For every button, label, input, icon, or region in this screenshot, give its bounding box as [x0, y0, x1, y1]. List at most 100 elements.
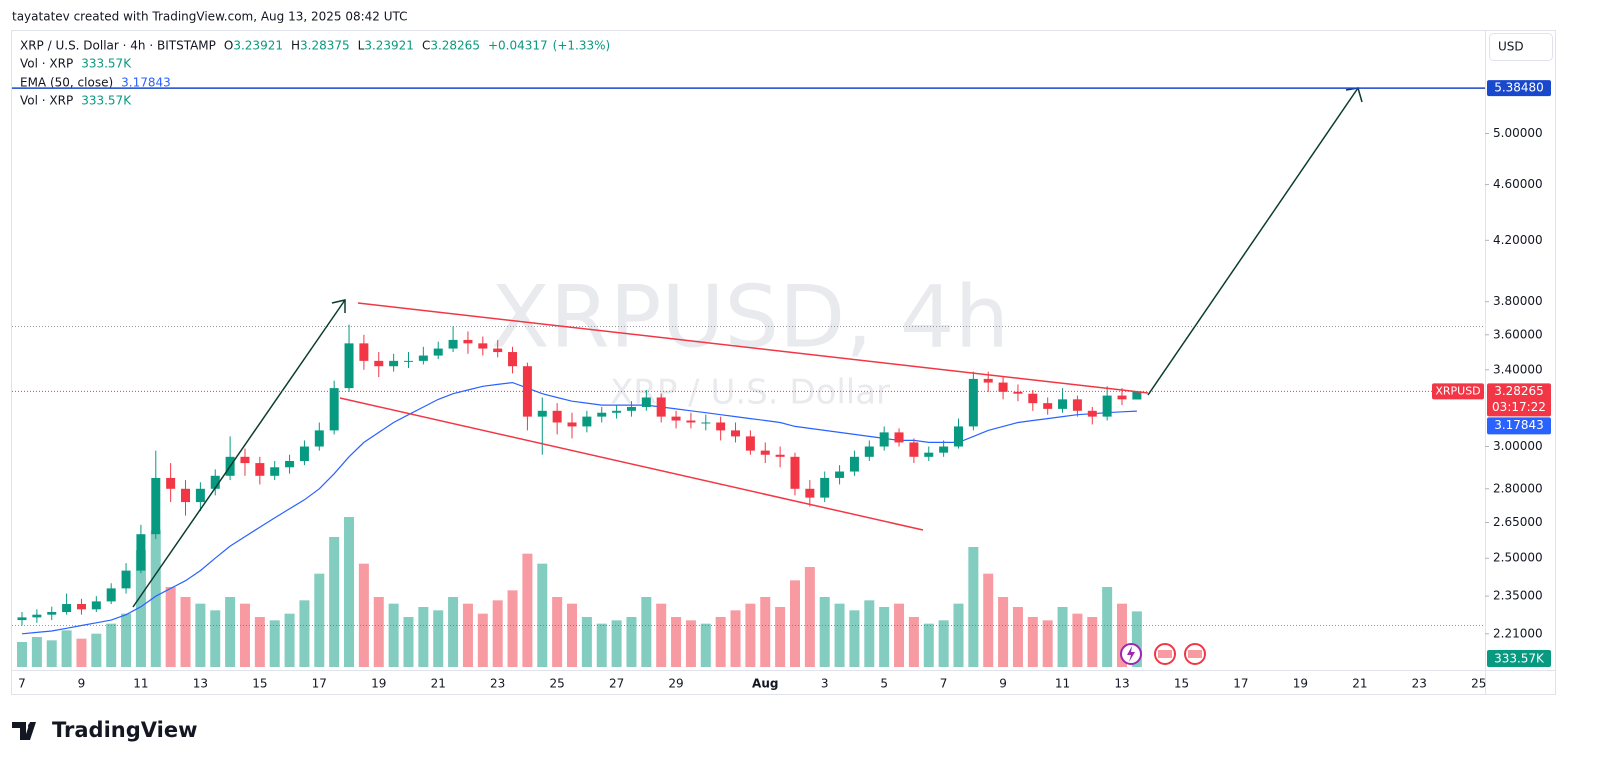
candle-body	[17, 617, 27, 621]
volume-bar	[225, 597, 236, 667]
candle-body	[909, 442, 919, 457]
candle-body	[745, 436, 755, 451]
x-tick-label: 23	[1412, 677, 1427, 691]
volume-bar	[1042, 620, 1053, 667]
volume-bar	[135, 550, 146, 667]
candle-body	[849, 456, 859, 472]
volume-bar	[284, 613, 295, 667]
volume-bar	[700, 623, 711, 667]
legend-ema-name: EMA (50, close)	[20, 76, 113, 90]
x-tick-label: 11	[1055, 677, 1070, 691]
channel-upper	[357, 302, 1149, 394]
price-tag-label: 3.28265	[1494, 384, 1544, 398]
candle-body	[121, 570, 131, 589]
volume-bar	[923, 623, 934, 667]
candle-body	[314, 430, 324, 447]
x-tick-label: 9	[999, 677, 1007, 691]
volume-bar	[76, 638, 87, 667]
volume-bar	[581, 617, 592, 667]
x-tick-label: 27	[609, 677, 624, 691]
candle-body	[775, 454, 785, 457]
candle-body	[998, 382, 1008, 392]
events	[1120, 643, 1206, 665]
volume-tag	[1487, 650, 1551, 667]
x-tick-label: 7	[940, 677, 948, 691]
currency-button[interactable]	[1489, 33, 1553, 61]
x-tick-label: 21	[431, 677, 446, 691]
volume-bar	[299, 600, 310, 667]
candle-body	[508, 352, 518, 367]
volume-bar	[983, 573, 994, 667]
y-tick-label: 2.65000	[1493, 515, 1543, 529]
candle-body	[953, 426, 963, 447]
y-tick-label: 5.00000	[1493, 126, 1543, 140]
candle-body	[567, 422, 577, 427]
volume-bar	[239, 603, 250, 667]
attribution: tayatatev created with TradingView.com, …	[12, 10, 408, 24]
brand-logo-dot	[28, 723, 34, 729]
candle-body	[790, 456, 800, 489]
x-tick-label: 17	[1233, 677, 1248, 691]
volume-bar	[150, 530, 161, 667]
candle-body	[344, 343, 354, 389]
y-tick-label: 2.35000	[1493, 589, 1543, 603]
legend-vol-value: 333.57K	[81, 94, 132, 108]
candle-body	[805, 488, 815, 498]
candle-body	[1028, 393, 1038, 404]
candle-body	[983, 378, 993, 383]
candle-body	[62, 604, 72, 613]
candle-body	[864, 446, 874, 457]
candle-body	[716, 422, 726, 431]
arrow-head	[331, 299, 346, 313]
plot	[17, 324, 1142, 667]
volume-bar	[656, 603, 667, 667]
volume-bar	[641, 597, 652, 667]
brand-name: TradingView	[52, 718, 197, 742]
volume-bar	[775, 607, 786, 667]
candle-body	[701, 422, 711, 424]
volume-bar	[789, 580, 800, 667]
candle-body	[478, 343, 488, 349]
event-flag	[1188, 650, 1202, 658]
volume-bar	[819, 597, 830, 667]
volume-bar	[730, 610, 741, 667]
candle-body	[1013, 391, 1023, 394]
candle-body	[374, 360, 384, 367]
volume-bar	[804, 567, 815, 667]
legend-change-pct: (+1.33%)	[553, 39, 611, 53]
x-tick-label: 19	[1293, 677, 1308, 691]
candle-body	[151, 477, 161, 535]
volume-bar	[477, 613, 488, 667]
volume-bar	[195, 603, 206, 667]
volume-bar	[968, 547, 979, 667]
candle-body	[389, 360, 399, 367]
volume-tag-label: 333.57K	[1494, 652, 1545, 666]
candle-body	[210, 475, 220, 489]
candle-body	[537, 410, 547, 417]
candle-body	[1102, 395, 1112, 417]
projection-arrow	[1147, 87, 1359, 396]
candle-body	[91, 601, 101, 610]
candle-body	[820, 477, 830, 498]
legend-ohlc-letter: L	[358, 39, 365, 53]
watermark-subtitle: XRP / U.S. Dollar	[610, 373, 890, 413]
volume-bar	[998, 597, 1009, 667]
candle-body	[240, 456, 250, 464]
volume-bar	[908, 617, 919, 667]
candle-body	[879, 432, 889, 447]
ema-tag	[1487, 417, 1551, 435]
candle-body	[76, 604, 86, 610]
volume-bar	[91, 633, 102, 667]
volume-bar	[492, 600, 503, 667]
candle-body	[448, 339, 458, 349]
candle-body	[403, 360, 413, 362]
volume-bar	[17, 642, 27, 667]
x-tick-label: 5	[880, 677, 888, 691]
currency: USD	[1498, 40, 1524, 54]
volume-bar	[121, 613, 132, 667]
volume-bar	[388, 603, 399, 667]
candle-body	[270, 467, 280, 476]
volume-bar	[210, 610, 221, 667]
x-tick-label: 13	[1114, 677, 1129, 691]
volume-bar	[418, 607, 429, 667]
